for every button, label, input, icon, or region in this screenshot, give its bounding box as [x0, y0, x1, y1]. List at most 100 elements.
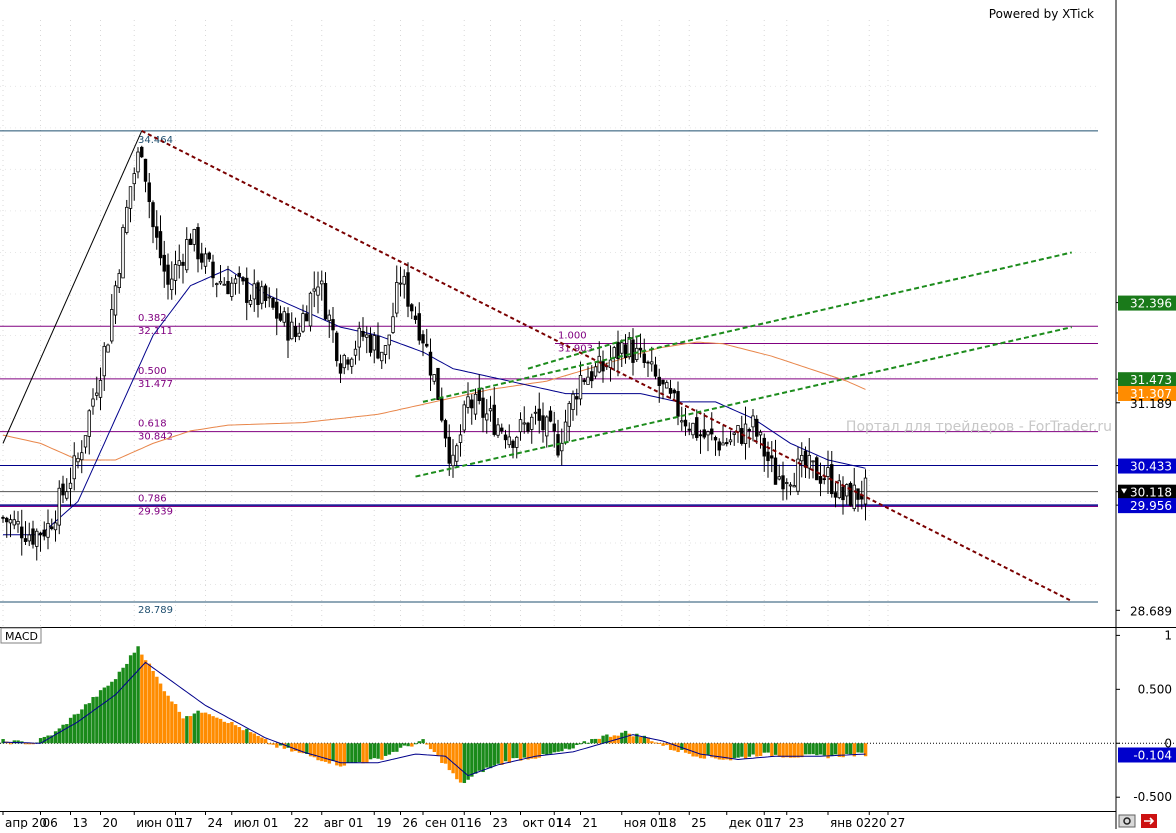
macd-bar: [563, 743, 568, 749]
macd-bar: [582, 741, 587, 744]
fib-price-label: 31.477: [138, 379, 173, 390]
macd-bar: [372, 743, 377, 759]
candle: [245, 277, 249, 303]
macd-bar: [95, 696, 99, 744]
candle: [338, 363, 343, 374]
macd-bar: [361, 743, 365, 764]
x-tick-label: 17: [766, 816, 781, 829]
macd-bar: [338, 743, 343, 767]
macd-bar: [282, 743, 287, 749]
macd-bar: [222, 721, 227, 744]
macd-bar: [710, 743, 714, 758]
candle: [852, 484, 856, 509]
macd-bar: [770, 743, 774, 757]
macd-bar: [537, 743, 542, 758]
candle: [132, 173, 136, 185]
candle: [136, 151, 140, 173]
candle: [166, 264, 170, 285]
candle: [113, 285, 118, 316]
macd-bar: [511, 743, 515, 759]
candle: [683, 419, 688, 427]
macd-bar: [417, 741, 422, 744]
candle: [421, 334, 425, 344]
macd-y-tick-label: 0.500: [1138, 682, 1172, 696]
candle: [661, 379, 665, 385]
macd-title: MACD: [5, 630, 38, 643]
candle: [42, 529, 46, 537]
candle: [833, 492, 838, 498]
macd-bar: [267, 743, 272, 745]
fib-price-label: 30.842: [138, 432, 173, 443]
candle: [271, 297, 275, 308]
macd-bar: [68, 717, 73, 744]
candle: [676, 391, 680, 417]
macd-bar: [278, 743, 283, 746]
macd-bar: [305, 743, 309, 754]
macd-bar: [736, 743, 740, 758]
candle: [522, 422, 526, 425]
macd-bar: [271, 743, 275, 745]
macd-bar: [331, 743, 335, 762]
macd-bar: [162, 691, 167, 744]
macd-bar: [702, 743, 707, 759]
price-label: 31.307: [1130, 387, 1172, 401]
macd-bar: [788, 743, 793, 758]
candle: [331, 319, 335, 331]
candle: [646, 361, 650, 364]
macd-bar: [121, 667, 125, 744]
macd-bar: [575, 743, 579, 745]
candle: [252, 283, 256, 300]
macd-bar: [192, 713, 197, 744]
macd-bar: [38, 738, 43, 744]
macd-bar: [421, 739, 425, 744]
exit-icon[interactable]: [1141, 814, 1157, 828]
candle: [342, 354, 346, 369]
candle: [770, 455, 774, 459]
candle: [841, 486, 845, 501]
fib-ratio-label: 0.618: [138, 419, 167, 430]
price-label: 29.956: [1130, 499, 1172, 513]
candle: [293, 326, 298, 337]
candle: [436, 367, 440, 400]
price-label-bg: [1118, 458, 1176, 474]
macd-bar: [155, 676, 159, 744]
macd-bar: [481, 743, 485, 773]
macd-bar: [308, 743, 313, 757]
candle: [35, 530, 39, 547]
macd-bar: [410, 743, 414, 747]
macd-bar: [177, 711, 182, 744]
macd-bar: [785, 743, 789, 758]
macd-bar: [665, 743, 669, 746]
fib-price-label: 31.903: [558, 344, 593, 355]
candle: [665, 382, 669, 389]
macd-bar: [455, 743, 459, 780]
macd-bar: [428, 743, 433, 750]
macd-bar: [725, 743, 729, 760]
macd-bar: [747, 743, 752, 757]
candle: [623, 344, 628, 358]
candle: [128, 186, 133, 209]
candle: [470, 399, 474, 409]
macd-bar: [398, 743, 403, 748]
macd-bar: [113, 679, 118, 744]
candle: [706, 431, 710, 436]
macd-bar: [248, 732, 253, 744]
candle: [290, 321, 294, 340]
extreme-price-label: 34.464: [138, 135, 173, 146]
moving-averages-layer: [2, 268, 866, 536]
powered-by-label: Powered by XTick: [989, 7, 1094, 21]
candle: [548, 410, 553, 422]
macd-bar: [522, 743, 527, 758]
x-tick-label: 19: [376, 816, 391, 829]
candle: [226, 281, 230, 295]
macd-bar: [151, 670, 155, 744]
macd-bar: [803, 743, 808, 755]
macd-bar: [567, 743, 572, 750]
macd-bar: [387, 743, 392, 755]
candle: [496, 424, 500, 436]
macd-bar: [496, 743, 500, 764]
candle: [316, 286, 320, 296]
settings-icon[interactable]: [1118, 814, 1136, 828]
